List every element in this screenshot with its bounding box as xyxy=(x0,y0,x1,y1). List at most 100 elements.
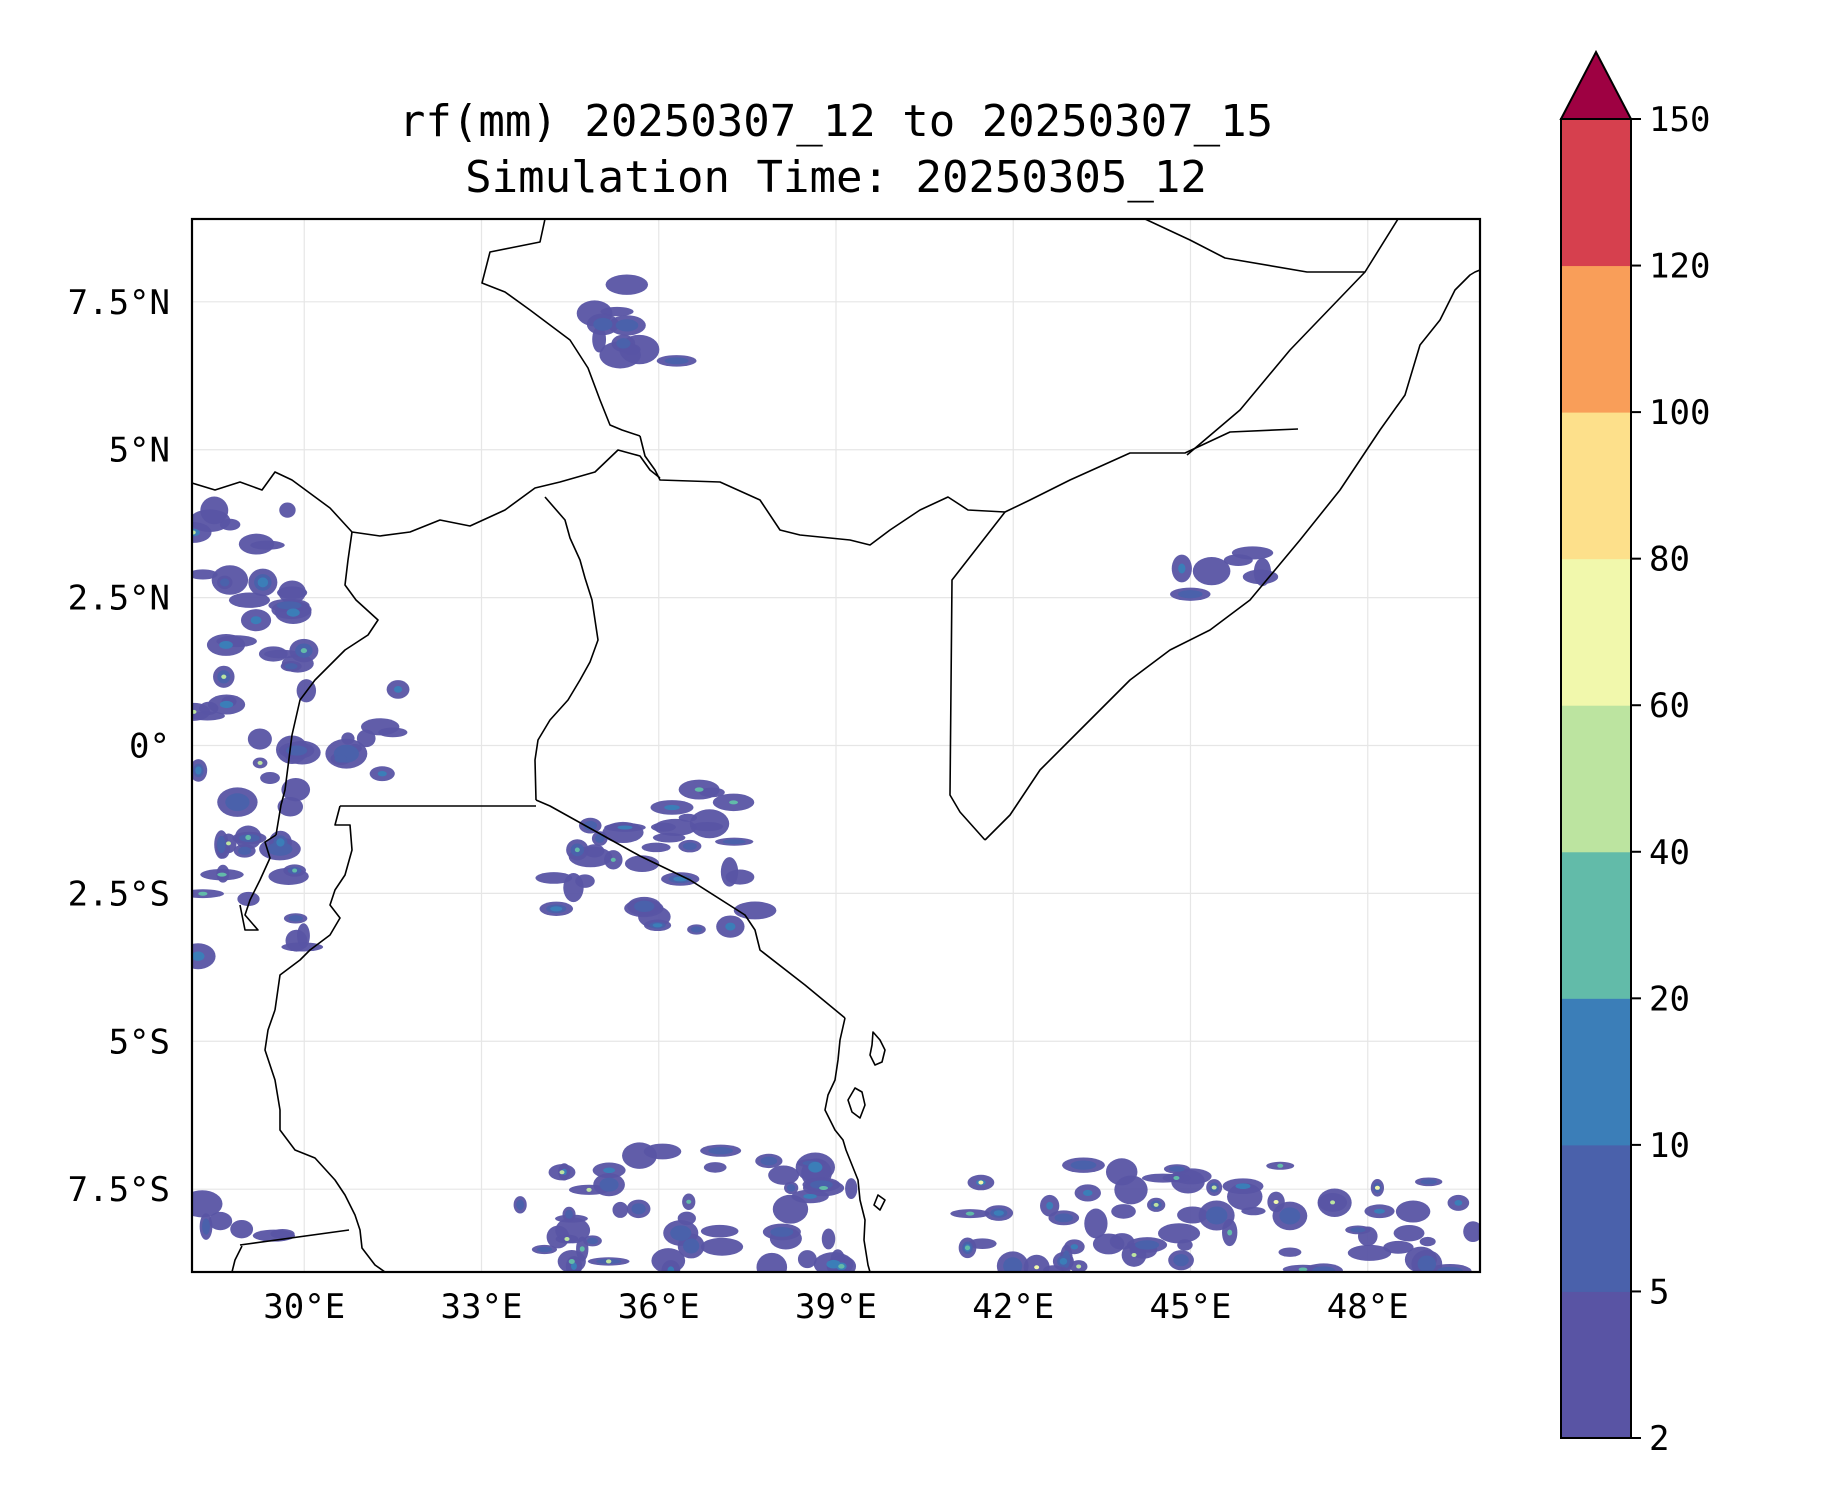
rain-cell-intense xyxy=(220,578,230,587)
rain-cell xyxy=(678,813,698,822)
border-tanzania-uganda-kenya xyxy=(535,799,846,1019)
rain-cell-intense xyxy=(568,1259,575,1264)
rain-cell-intense xyxy=(586,1237,599,1245)
rain-cell xyxy=(1111,1204,1136,1219)
y-tick-label: 2.5°S xyxy=(68,874,170,914)
rain-cell xyxy=(277,797,304,817)
x-tick-label: 36°E xyxy=(618,1287,700,1327)
rain-cell-intense xyxy=(245,834,252,841)
border-rwanda-drc xyxy=(239,834,277,931)
rain-cell-intense xyxy=(664,357,689,365)
rain-cell xyxy=(192,889,225,899)
rain-cell xyxy=(1231,546,1274,560)
rain-region xyxy=(535,817,672,932)
rain-cell-intense xyxy=(725,922,736,931)
colorbar-tick-label: 10 xyxy=(1649,1126,1690,1166)
rain-cell xyxy=(281,778,311,802)
rain-cell xyxy=(1227,1183,1263,1211)
rain-cell-intense xyxy=(1134,1240,1160,1250)
y-tick-label: 2.5°N xyxy=(68,579,170,619)
rain-cell-intense xyxy=(257,760,263,765)
x-tick-label: 30°E xyxy=(263,1287,345,1327)
rain-cell-intense xyxy=(393,686,403,693)
x-tick-label: 33°E xyxy=(441,1287,523,1327)
map-panel: 30°E 33°E 36°E 39°E 42°E 45°E 48°E 7.5°N 5°N 2.5… xyxy=(68,217,1482,1327)
y-tick-label: 5°N xyxy=(109,431,170,471)
map-frame xyxy=(190,217,1482,1274)
rain-cell xyxy=(356,729,376,748)
rain-cell-intense xyxy=(708,1147,733,1155)
rain-cell-intense xyxy=(633,900,655,912)
colorbar-segment xyxy=(1561,998,1631,1146)
rain-cell-intense xyxy=(570,1262,577,1270)
rain-cell-intense xyxy=(334,754,347,763)
rain-cell xyxy=(845,1178,858,1200)
rain-region xyxy=(192,1190,296,1242)
rain-cell xyxy=(756,1252,788,1272)
rain-cell xyxy=(555,1217,591,1244)
border-southwest-corner xyxy=(231,1245,243,1272)
rain-cell-intense xyxy=(267,842,293,856)
rain-region xyxy=(278,679,410,782)
rain-cell-intense xyxy=(1178,590,1203,599)
rain-cell xyxy=(733,901,777,920)
longitude-tick-labels: 30°E 33°E 36°E 39°E 42°E 45°E 48°E xyxy=(263,1287,1408,1327)
rain-cell-intense xyxy=(1420,1179,1437,1185)
rain-cell-intense xyxy=(786,1184,796,1192)
colorbar-frame xyxy=(1560,118,1632,1439)
border-kenya-somalia xyxy=(949,511,1006,841)
colorbar-tick-label: 80 xyxy=(1649,540,1690,580)
rain-cell xyxy=(237,891,260,907)
colorbar-tick-label: 120 xyxy=(1649,247,1710,287)
rain-cell-intense xyxy=(1227,1229,1233,1236)
rain-cell xyxy=(230,1219,254,1239)
island-pemba-small xyxy=(873,1194,886,1211)
rain-region xyxy=(192,496,324,970)
island-zanzibar xyxy=(869,1031,886,1066)
rain-cell-intense xyxy=(667,1266,675,1272)
border-tanzania-zambia xyxy=(239,1229,350,1246)
colorbar-tick-label: 20 xyxy=(1649,979,1690,1019)
rain-cell-intense xyxy=(595,834,605,843)
island-mafia xyxy=(847,1087,866,1119)
colorbar-tick-label: 2 xyxy=(1649,1419,1669,1459)
rain-cell-intense xyxy=(225,793,250,812)
rain-cell xyxy=(192,1190,223,1218)
rain-cell-intense xyxy=(1034,1265,1040,1270)
map-title-line-2: Simulation Time: 20250305_12 xyxy=(465,152,1207,203)
rain-cell xyxy=(270,1228,295,1239)
rain-cell xyxy=(641,842,671,853)
rain-cell-intense xyxy=(217,872,227,877)
rain-cell-intense xyxy=(217,835,226,854)
rain-cell xyxy=(624,855,660,873)
colorbar-tick-label: 60 xyxy=(1649,686,1690,726)
rain-cell-intense xyxy=(250,616,262,625)
rain-cell-intense xyxy=(1083,1189,1093,1197)
rain-cell-intense xyxy=(198,891,208,896)
rain-cell-intense xyxy=(722,839,746,845)
rain-cell xyxy=(228,592,271,608)
rain-cell xyxy=(605,274,649,295)
rain-cell xyxy=(1278,1247,1302,1257)
rain-cell xyxy=(247,728,272,750)
x-tick-label: 39°E xyxy=(795,1287,877,1327)
y-tick-label: 7.5°N xyxy=(68,283,170,323)
rain-cell-intense xyxy=(616,338,631,349)
rain-cell-intense xyxy=(192,951,205,961)
rain-cell-intense xyxy=(690,926,703,933)
rain-cell-intense xyxy=(1169,1166,1185,1172)
rain-cell-intense xyxy=(276,838,285,847)
colorbar-tick-label: 150 xyxy=(1649,100,1710,140)
rain-cell-intense xyxy=(565,1209,573,1219)
rain-cell xyxy=(1347,1244,1392,1261)
rain-cell-intense xyxy=(664,804,680,811)
border-ethiopia-somaliland xyxy=(1144,219,1399,273)
rain-cell-intense xyxy=(605,1259,612,1264)
colorbar-segment xyxy=(1561,412,1631,560)
rain-cell xyxy=(200,496,229,525)
rain-cell-intense xyxy=(1211,1185,1217,1190)
rain-cell-intense xyxy=(631,1203,646,1215)
rain-cell-intense xyxy=(1205,1206,1228,1225)
rain-cell-intense xyxy=(1173,1254,1189,1267)
